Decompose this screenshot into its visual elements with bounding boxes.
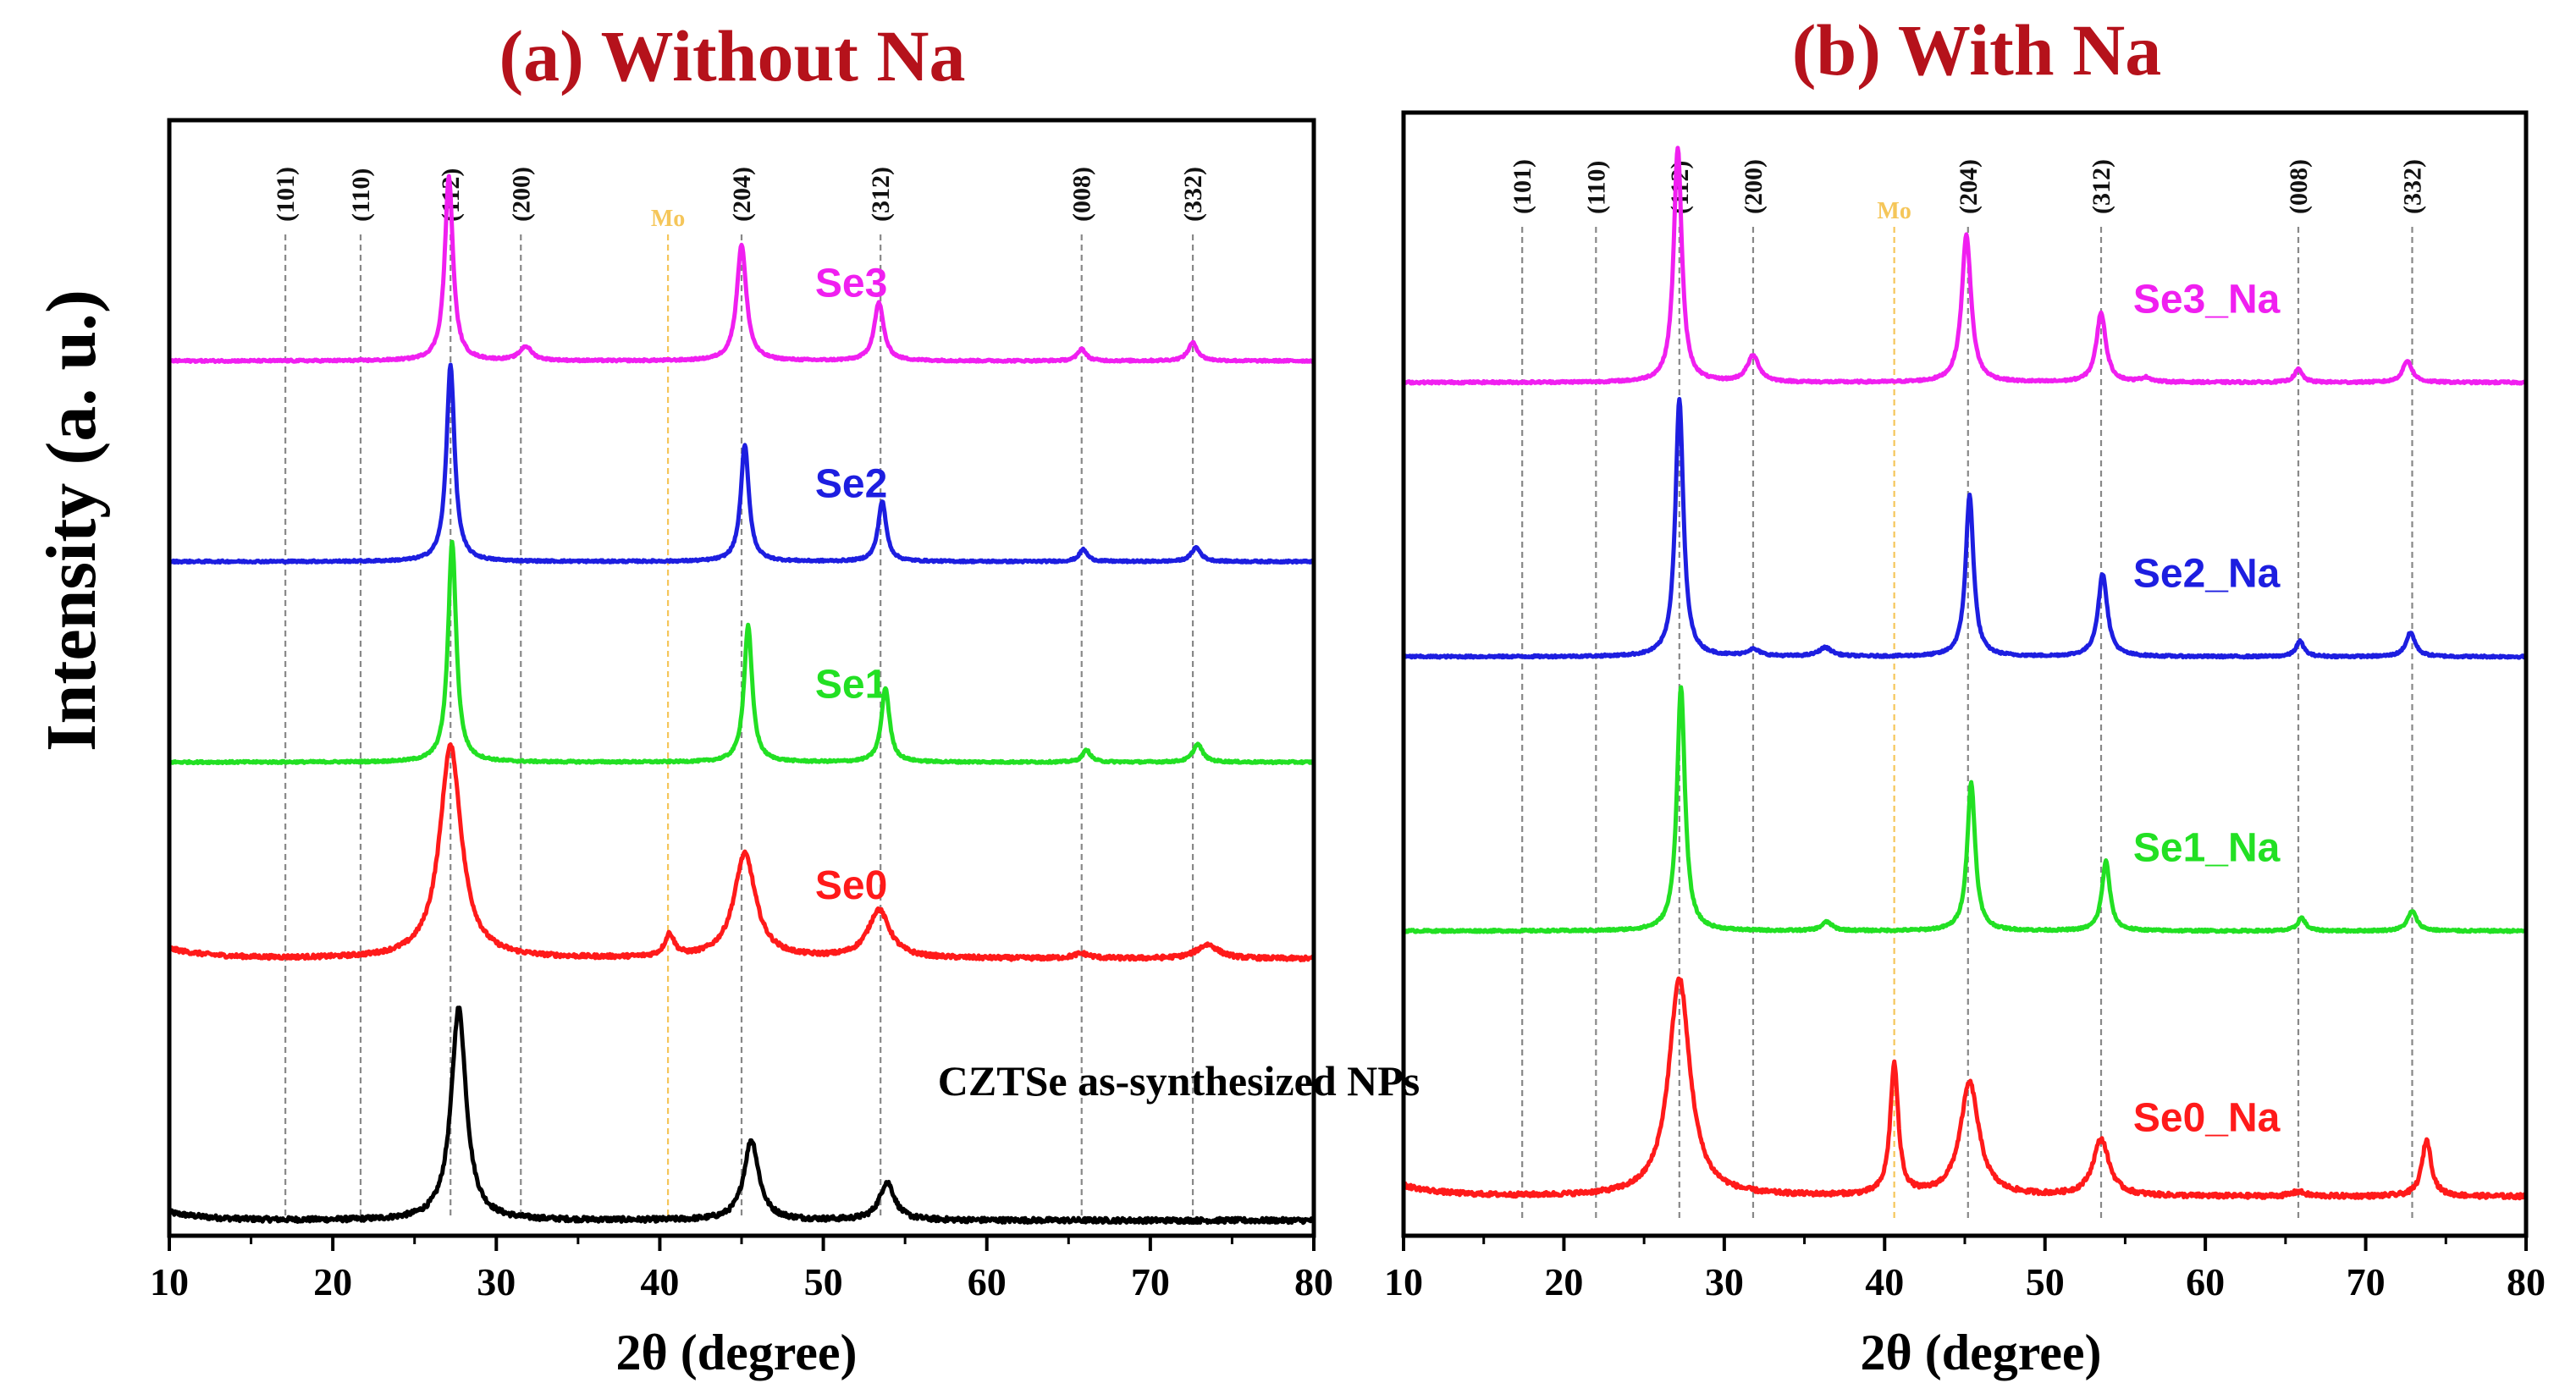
panel-b-x-ticks: 10 20 30 40 50 60 70 80	[1384, 1236, 2546, 1303]
panel-b-ref-label-110: (110)	[1582, 161, 1610, 214]
panel-b-title: (b) With Na	[1792, 9, 2161, 91]
panel-a-without-na: (a) Without Na (101) (110) (112) (200) Mo (20…	[150, 15, 1420, 1380]
panel-b-x-tick-label-70: 70	[2347, 1260, 2386, 1303]
panel-a-ref-label-204: (204)	[728, 167, 756, 222]
panel-b-x-tick-label-40: 40	[1865, 1260, 1904, 1303]
panel-b-x-axis-label: 2θ (degree)	[1860, 1325, 2101, 1380]
panel-a-series-se1	[168, 539, 1316, 766]
panel-b-x-tick-label-10: 10	[1384, 1260, 1423, 1303]
panel-a-series-se2	[167, 362, 1316, 565]
panel-a-x-tick-label-10: 10	[150, 1260, 189, 1303]
panel-b-ref-label-204: (204)	[1955, 159, 1983, 214]
panel-b-series-label-se1-na: Se1_Na	[2133, 826, 2281, 871]
panel-a-x-tick-label-40: 40	[640, 1260, 679, 1303]
panel-a-ref-label-110: (110)	[347, 168, 375, 222]
panel-a-reference-lines: (101) (110) (112) (200) Mo (204) (312) (008) (33…	[272, 167, 1207, 1219]
panel-b-x-tick-label-50: 50	[2026, 1260, 2065, 1303]
panel-b-series: Se0_Na Se1_Na Se2_Na Se3_Na	[1401, 146, 2529, 1201]
panel-b-plot-frame	[1401, 110, 2529, 1238]
panel-a-x-tick-label-70: 70	[1131, 1260, 1170, 1303]
panel-b-series-label-se2-na: Se2_Na	[2133, 552, 2281, 597]
panel-b-series-label-se0-na: Se0_Na	[2133, 1096, 2281, 1141]
panel-a-x-tick-label-20: 20	[313, 1260, 352, 1303]
panel-b-ref-label-200: (200)	[1740, 159, 1768, 214]
panel-a-series-label-cztse-as-synthesized-nps: CZTSe as-synthesized NPs	[938, 1057, 1420, 1105]
panel-a-series-se3	[168, 174, 1316, 364]
panel-b-x-tick-label-20: 20	[1544, 1260, 1583, 1303]
panel-a-x-tick-label-80: 80	[1294, 1260, 1333, 1303]
panel-a-series-label-se1: Se1	[815, 663, 887, 708]
panel-a-series-label-se2: Se2	[815, 462, 887, 507]
panel-a-x-tick-label-30: 30	[477, 1260, 516, 1303]
panel-b-with-na: (b) With Na (101) (110) (112) (200) Mo (204)(…	[1384, 9, 2546, 1380]
panel-a-x-tick-label-50: 50	[804, 1260, 843, 1303]
panel-a-ref-label-101: (101)	[272, 167, 300, 222]
panel-b-x-tick-label-60: 60	[2186, 1260, 2225, 1303]
panel-a-series-cztse-as-synthesized-nps	[167, 1006, 1316, 1226]
panel-b-x-tick-label-80: 80	[2507, 1260, 2546, 1303]
panel-a-series-se0	[167, 742, 1316, 962]
panel-b-ref-label-101: (101)	[1509, 159, 1536, 214]
panel-b-ref-label-mo: Mo	[1877, 198, 1911, 224]
panel-a-series-label-se0: Se0	[815, 863, 887, 908]
panel-a-x-tick-label-60: 60	[968, 1260, 1007, 1303]
panel-b-reference-lines: (101) (110) (112) (200) Mo (204) (312) (008) (33…	[1509, 159, 2427, 1219]
panel-b-series-se1-na	[1401, 685, 2528, 934]
panel-b-ref-label-312: (312)	[2088, 159, 2115, 214]
panel-a-ref-label-mo: Mo	[651, 206, 685, 232]
panel-b-ref-label-008: (008)	[2285, 159, 2313, 214]
y-axis-label: Intensity (a. u.)	[32, 289, 111, 752]
panel-a-ref-label-008: (008)	[1068, 167, 1096, 222]
panel-a-x-axis-label: 2θ (degree)	[615, 1325, 857, 1380]
panel-b-series-se2-na	[1402, 397, 2528, 660]
panel-b-series-label-se3-na: Se3_Na	[2133, 278, 2281, 322]
panel-a-ref-label-312: (312)	[867, 167, 895, 222]
panel-b-series-se3-na	[1401, 146, 2529, 386]
panel-b-series-se0-na	[1401, 976, 2528, 1201]
panel-a-ref-label-332: (332)	[1179, 167, 1207, 222]
panel-b-ref-label-332: (332)	[2399, 159, 2427, 214]
panel-a-series-label-se3: Se3	[815, 262, 887, 306]
panel-a-title: (a) Without Na	[499, 15, 965, 96]
panel-a-ref-label-200: (200)	[507, 167, 535, 222]
panel-a-x-ticks: 10 20 30 40 50 60 70 80	[150, 1236, 1333, 1303]
panel-a-series: CZTSe as-synthesized NPs Se0 Se1 Se2 Se3	[167, 174, 1420, 1226]
panel-b-x-tick-label-30: 30	[1705, 1260, 1744, 1303]
